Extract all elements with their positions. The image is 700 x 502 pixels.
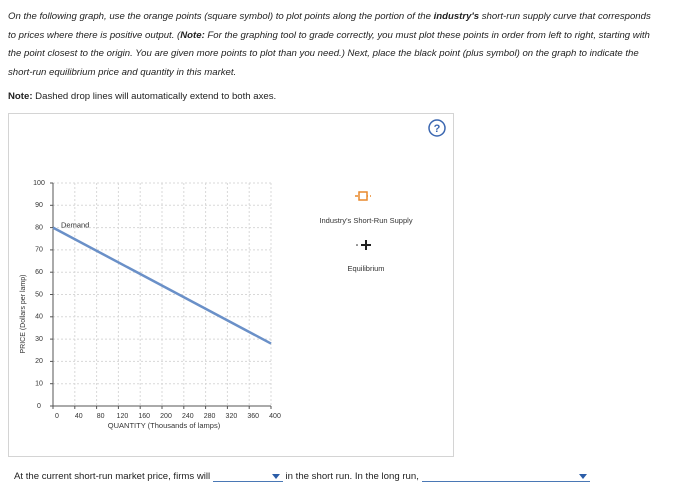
y-tick-label: 10 — [35, 381, 43, 388]
y-tick-label: 20 — [35, 358, 43, 365]
instruction-bold: industry's — [433, 11, 480, 22]
x-tick-label: 120 — [117, 413, 129, 420]
y-axis-label: PRICE (Dollars per lamp) — [20, 275, 27, 354]
instruction-text: On the following graph, use the orange p… — [8, 11, 434, 22]
x-tick-label: 200 — [160, 413, 172, 420]
legend-label: Equilibrium — [347, 264, 384, 273]
instruction-bold: Note: — [180, 29, 205, 41]
question: At the current short-run market price, f… — [14, 470, 694, 482]
y-tick-label: 100 — [33, 180, 45, 187]
note-label: Note: — [8, 91, 33, 102]
series-label: Demand — [61, 221, 89, 230]
instruction-text: For the graphing tool to grade correctly… — [8, 29, 650, 78]
x-tick-label: 160 — [138, 413, 150, 420]
x-tick-label: 0 — [55, 413, 59, 420]
x-tick-label: 40 — [75, 413, 83, 420]
note-text: Dashed drop lines will automatically ext… — [32, 91, 277, 102]
legend-label: Industry's Short-Run Supply — [319, 216, 412, 225]
dropdown[interactable] — [421, 470, 590, 482]
x-tick-label: 80 — [97, 413, 105, 420]
x-tick-label: 400 — [269, 413, 281, 420]
y-tick-label: 50 — [35, 291, 43, 298]
y-tick-label: 30 — [35, 336, 43, 343]
graph-panel: ? PRICE (Dollars per lamp) QUANTITY (Tho… — [8, 113, 454, 457]
y-tick-label: 90 — [35, 202, 43, 209]
y-tick-label: 70 — [35, 247, 43, 254]
y-tick-label: 60 — [35, 269, 43, 276]
question-text: At the current short-run market price, f… — [14, 471, 211, 482]
chart: ? PRICE (Dollars per lamp) QUANTITY (Tho… — [20, 119, 446, 430]
x-axis-label: QUANTITY (Thousands of lamps) — [108, 421, 221, 430]
help-circle[interactable] — [428, 119, 446, 137]
legend-icon — [358, 191, 368, 201]
legend-icon — [361, 240, 371, 250]
instruction-text: short-run supply curve that corresponds … — [8, 11, 651, 41]
y-tick-label: 0 — [37, 403, 41, 410]
dropdown[interactable] — [212, 470, 283, 482]
help-button[interactable]: ? — [428, 119, 446, 137]
x-tick-label: 240 — [182, 413, 194, 420]
x-tick-label: 360 — [247, 413, 259, 420]
legend-icon — [356, 244, 358, 246]
question-text: in the short run. In the long run, — [285, 471, 419, 482]
x-tick-label: 320 — [226, 413, 238, 420]
x-tick-label: 280 — [204, 413, 216, 420]
note: Note: Dashed drop lines will automatical… — [8, 91, 276, 102]
demand-line — [52, 226, 272, 345]
instructions: On the following graph, use the orange p… — [8, 8, 658, 82]
y-tick-label: 80 — [35, 224, 43, 231]
y-tick-label: 40 — [35, 314, 43, 321]
help-icon[interactable]: ? — [434, 123, 441, 135]
